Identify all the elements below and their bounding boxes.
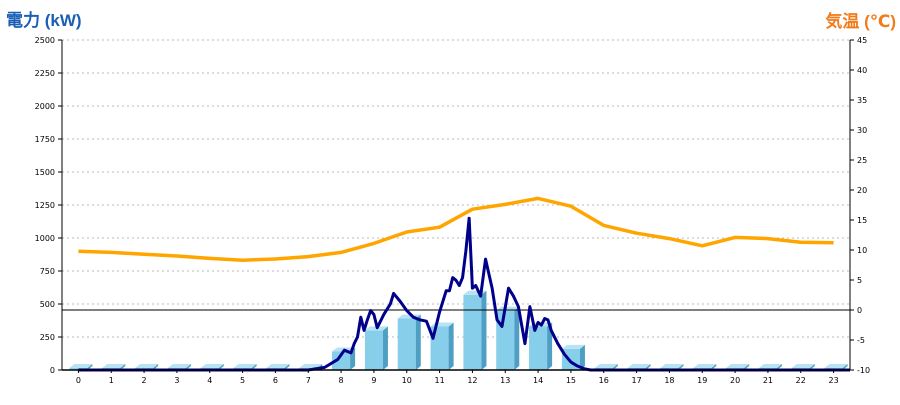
- bar-side: [448, 322, 454, 370]
- bar-top: [758, 364, 782, 369]
- power-line: [78, 216, 850, 372]
- x-tick-label: 21: [763, 376, 773, 385]
- x-tick-label: 15: [566, 376, 576, 385]
- bar-top: [627, 364, 651, 369]
- y2-tick-label: 5: [857, 276, 862, 285]
- y2-tick-label: 0: [857, 306, 862, 315]
- bar-top: [693, 364, 717, 369]
- bar-top: [726, 364, 750, 369]
- y-tick-label: 250: [40, 333, 55, 342]
- x-tick-label: 0: [76, 376, 81, 385]
- y-tick-label: 1000: [35, 234, 55, 243]
- bar-side: [382, 326, 388, 370]
- y-tick-label: 2000: [35, 102, 55, 111]
- bar-top: [233, 364, 257, 369]
- x-tick-label: 3: [174, 376, 179, 385]
- y2-tick-label: 25: [857, 156, 867, 165]
- x-tick-label: 10: [402, 376, 412, 385]
- x-tick-label: 5: [240, 376, 245, 385]
- bar-top: [266, 364, 290, 369]
- bar-side: [415, 314, 421, 370]
- x-tick-label: 9: [371, 376, 376, 385]
- bar-top: [299, 364, 323, 369]
- temperature-axis-title: 気温 (℃): [825, 12, 896, 31]
- y2-tick-label: 10: [857, 246, 867, 255]
- bar: [529, 326, 548, 370]
- y2-tick-label: 35: [857, 96, 867, 105]
- x-tick-label: 8: [339, 376, 344, 385]
- x-tick-label: 1: [109, 376, 114, 385]
- y-tick-label: 1750: [35, 135, 55, 144]
- y2-tick-label: 20: [857, 186, 867, 195]
- bar-top: [135, 364, 159, 369]
- x-tick-label: 6: [273, 376, 278, 385]
- bar-top: [660, 364, 684, 369]
- y-tick-label: 1250: [35, 201, 55, 210]
- x-tick-label: 16: [599, 376, 609, 385]
- bar: [496, 310, 515, 370]
- power-axis-title: 電力 (kW): [6, 11, 82, 30]
- x-tick-label: 4: [207, 376, 212, 385]
- y-tick-label: 2250: [35, 69, 55, 78]
- y-tick-label: 0: [50, 366, 55, 375]
- y-tick-label: 500: [40, 300, 55, 309]
- bar: [430, 326, 449, 370]
- x-tick-label: 14: [533, 376, 543, 385]
- x-tick-label: 17: [631, 376, 641, 385]
- bar-top: [561, 344, 585, 349]
- x-tick-label: 12: [467, 376, 477, 385]
- bar: [332, 351, 351, 370]
- y2-tick-label: -10: [857, 366, 870, 375]
- bar-top: [200, 364, 224, 369]
- y2-tick-label: 45: [857, 36, 867, 45]
- temperature-line: [78, 196, 834, 262]
- y2-tick-label: 40: [857, 66, 867, 75]
- y2-tick-label: 30: [857, 126, 867, 135]
- bar-top: [594, 364, 618, 369]
- bar-side: [547, 322, 553, 370]
- bar: [364, 330, 383, 370]
- x-tick-label: 11: [434, 376, 444, 385]
- y-tick-label: 750: [40, 267, 55, 276]
- bar: [463, 294, 482, 370]
- x-tick-label: 20: [730, 376, 740, 385]
- y2-tick-label: -5: [857, 336, 865, 345]
- x-tick-label: 7: [306, 376, 311, 385]
- bar-side: [481, 290, 487, 370]
- bar-top: [791, 364, 815, 369]
- x-tick-label: 19: [697, 376, 707, 385]
- x-tick-label: 13: [500, 376, 510, 385]
- bar: [397, 318, 416, 370]
- bar-top: [824, 364, 848, 369]
- bar-side: [514, 306, 520, 370]
- x-tick-label: 22: [796, 376, 806, 385]
- y-tick-label: 1500: [35, 168, 55, 177]
- bar-side: [579, 344, 585, 370]
- x-tick-label: 2: [142, 376, 147, 385]
- x-tick-label: 18: [664, 376, 674, 385]
- bar-top: [69, 364, 93, 369]
- bar-top: [102, 364, 126, 369]
- y2-tick-label: 15: [857, 216, 867, 225]
- y-tick-label: 2500: [35, 36, 55, 45]
- bar-top: [167, 364, 191, 369]
- x-tick-label: 23: [828, 376, 838, 385]
